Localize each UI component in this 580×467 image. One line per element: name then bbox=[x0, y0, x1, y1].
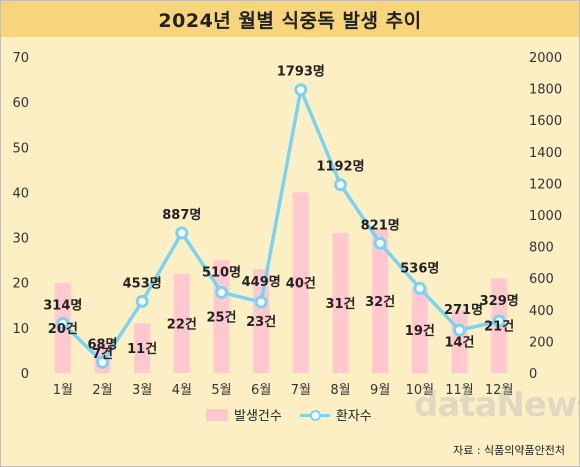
bar-data-label: 32건 bbox=[365, 294, 395, 310]
y-left-tick-label: 60 bbox=[12, 96, 29, 111]
y-right-tick-label: 1400 bbox=[529, 146, 562, 161]
label-leader-line bbox=[99, 343, 104, 349]
y-right-tick-label: 1600 bbox=[529, 114, 562, 129]
line-data-label: 271명 bbox=[444, 302, 483, 318]
x-tick-label: 3월 bbox=[132, 383, 152, 398]
legend-bar-swatch bbox=[206, 408, 228, 421]
line-data-label: 68명 bbox=[87, 336, 117, 352]
x-tick-label: 7월 bbox=[291, 383, 311, 398]
watermark-logo: dataNews bbox=[414, 385, 580, 425]
bar-data-label: 31건 bbox=[325, 296, 355, 312]
x-tick-label: 2월 bbox=[92, 383, 112, 398]
bar-data-label: 21건 bbox=[484, 319, 514, 335]
bar-data-label: 14건 bbox=[444, 334, 474, 350]
y-left-tick-label: 70 bbox=[12, 51, 29, 66]
x-tick-label: 11월 bbox=[445, 383, 474, 398]
bar-data-label: 40건 bbox=[286, 276, 316, 292]
x-tick-label: 1월 bbox=[53, 383, 73, 398]
line-point bbox=[413, 281, 427, 295]
x-tick-label: 5월 bbox=[211, 383, 231, 398]
line-data-label: 449명 bbox=[242, 274, 281, 290]
line-data-label: 453명 bbox=[123, 275, 162, 291]
y-left-tick-label: 20 bbox=[12, 277, 29, 292]
line-point bbox=[56, 316, 70, 330]
legend-line-label: 환자수 bbox=[335, 409, 372, 424]
line-point bbox=[215, 285, 228, 299]
line-point bbox=[373, 236, 387, 250]
title-bar: 2024년 월별 식중독 발생 추이 bbox=[1, 1, 579, 37]
bar bbox=[134, 323, 151, 373]
bar-data-label: 23건 bbox=[246, 314, 276, 330]
bar-data-label: 7건 bbox=[92, 346, 113, 362]
line-point bbox=[135, 294, 149, 308]
line-point bbox=[492, 314, 506, 328]
y-left-tick-label: 40 bbox=[12, 186, 29, 201]
line-point bbox=[453, 323, 466, 337]
line-series bbox=[56, 83, 506, 369]
x-tick-label: 9월 bbox=[370, 383, 390, 398]
line-point bbox=[254, 295, 268, 309]
x-tick-label: 12월 bbox=[485, 383, 514, 398]
y-right-tick-label: 1200 bbox=[529, 177, 562, 192]
y-right-tick-label: 800 bbox=[529, 241, 554, 256]
bar bbox=[292, 192, 309, 373]
x-tick-label: 4월 bbox=[172, 383, 192, 398]
bar-data-label: 20건 bbox=[48, 321, 78, 337]
line-data-label: 887명 bbox=[162, 207, 201, 223]
x-tick-label: 10월 bbox=[406, 383, 435, 398]
line-data-label: 510명 bbox=[202, 264, 241, 280]
bar-data-label: 11건 bbox=[127, 341, 157, 357]
patient-line bbox=[61, 87, 500, 365]
y-left-tick-label: 10 bbox=[12, 322, 29, 337]
x-tick-label: 8월 bbox=[330, 383, 350, 398]
y-right-tick-label: 1000 bbox=[529, 209, 562, 224]
y-left-tick-label: 30 bbox=[12, 232, 29, 247]
line-data-label: 821명 bbox=[361, 217, 400, 233]
bar bbox=[332, 233, 349, 373]
y-right-tick-label: 600 bbox=[529, 272, 554, 287]
line-data-label: 314명 bbox=[43, 297, 82, 313]
bar-data-label: 22건 bbox=[167, 316, 197, 332]
bar bbox=[411, 287, 428, 373]
bar bbox=[372, 228, 389, 373]
legend: 발생건수 환자수 bbox=[206, 405, 390, 424]
legend-bar-label: 발생건수 bbox=[234, 409, 282, 424]
line-data-label: 1793명 bbox=[277, 64, 325, 80]
bar bbox=[253, 269, 270, 373]
y-right-tick-label: 400 bbox=[529, 304, 554, 319]
bar bbox=[173, 273, 190, 373]
y-right-tick-label: 0 bbox=[529, 367, 537, 382]
legend-line-swatch bbox=[299, 409, 330, 421]
data-labels: 20건 7건 11건 22건 25건 23건 40건 31건 32건 19건 14건 21건 314명 6… bbox=[43, 64, 518, 362]
y-right-tick-label: 200 bbox=[529, 335, 554, 350]
bar-data-label: 25건 bbox=[206, 310, 236, 326]
y-right-tick-label: 2000 bbox=[529, 51, 562, 66]
line-point bbox=[175, 226, 189, 240]
bar-data-label: 19건 bbox=[405, 323, 435, 339]
y-right-tick-label: 1800 bbox=[529, 83, 562, 98]
chart-title: 2024년 월별 식중독 발생 추이 bbox=[158, 9, 422, 32]
axes: 0 10 20 30 40 50 60 70 0 200 400 600 800 1000 1200 1400… bbox=[12, 51, 562, 398]
source-note: 자료 : 식품의약품안전처 bbox=[453, 444, 565, 457]
line-data-label: 1192명 bbox=[316, 159, 364, 175]
x-tick-label: 6월 bbox=[251, 383, 271, 398]
legend-item-bar: 발생건수 bbox=[206, 405, 282, 424]
y-left-tick-label: 0 bbox=[21, 367, 29, 382]
line-point bbox=[334, 178, 347, 192]
line-data-label: 536명 bbox=[400, 260, 439, 276]
line-data-label: 329명 bbox=[480, 293, 519, 309]
y-left-tick-label: 50 bbox=[12, 141, 29, 156]
line-point bbox=[294, 83, 308, 97]
legend-item-line: 환자수 bbox=[299, 405, 372, 424]
line-point bbox=[96, 355, 109, 369]
